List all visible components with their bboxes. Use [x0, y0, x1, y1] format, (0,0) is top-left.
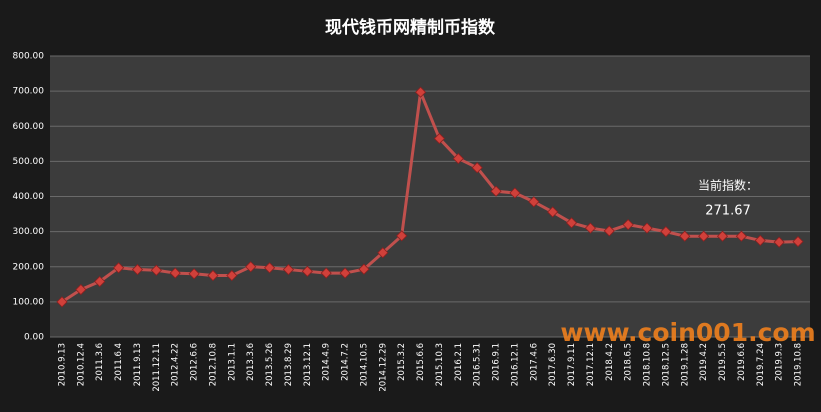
marker [282, 263, 295, 276]
x-tick-label: 2016.12.1 [510, 343, 520, 386]
x-tick-label: 2015.6.6 [416, 343, 426, 381]
marker [377, 247, 389, 259]
marker [131, 263, 144, 276]
x-tick-label: 2016.9.1 [492, 343, 502, 381]
x-tick-label: 2017.9.11 [567, 343, 577, 386]
x-tick-label: 2016.5.31 [473, 343, 483, 386]
annotation: 271.67 [705, 204, 751, 219]
marker [547, 206, 559, 218]
x-tick-label: 2017.4.6 [529, 343, 539, 381]
y-tick-label: 200.00 [13, 262, 45, 272]
marker [509, 187, 521, 199]
y-tick-label: 300.00 [13, 227, 45, 237]
x-tick-label: 2011.3.6 [95, 343, 105, 381]
x-tick-label: 2014.10.5 [359, 343, 369, 386]
marker [792, 236, 804, 248]
marker [735, 230, 747, 242]
x-tick-label: 2015.10.3 [435, 343, 445, 386]
marker [698, 230, 710, 242]
x-tick-label: 2013.1.1 [227, 343, 237, 381]
marker [94, 275, 106, 288]
marker [245, 261, 257, 273]
marker [75, 284, 87, 296]
x-tick-label: 2013.12.1 [303, 343, 313, 386]
watermark: www.coin001.com [560, 318, 815, 347]
marker [433, 132, 446, 145]
x-tick-label: 2019.7.24 [756, 343, 766, 386]
y-tick-label: 800.00 [13, 52, 45, 62]
y-tick-label: 100.00 [13, 297, 45, 307]
marker [754, 234, 766, 246]
x-tick-label: 2019.9.3 [775, 343, 785, 381]
marker [169, 267, 181, 279]
chart-title: 现代钱币网精制币指数 [325, 17, 496, 38]
x-tick-label: 2011.9.13 [133, 343, 143, 386]
x-tick-label: 2019.10.8 [794, 343, 804, 386]
x-tick-label: 2017.6.30 [548, 343, 558, 386]
x-tick-label: 2013.5.26 [265, 343, 275, 386]
marker [264, 262, 276, 274]
x-tick-label: 2015.3.2 [397, 343, 407, 381]
marker [584, 222, 596, 234]
x-tick-label: 2011.12.11 [152, 343, 162, 392]
x-tick-label: 2010.12.4 [76, 343, 86, 386]
marker [207, 269, 219, 282]
marker [773, 236, 785, 248]
marker [56, 296, 68, 308]
marker [565, 217, 578, 229]
x-tick-label: 2012.6.6 [190, 343, 200, 381]
x-tick-label: 2012.4.22 [171, 343, 181, 386]
x-tick-label: 2017.12.1 [586, 343, 596, 386]
y-tick-label: 0.00 [24, 333, 44, 343]
marker [188, 268, 200, 280]
x-tick-label: 2019.4.2 [699, 343, 709, 381]
marker [528, 196, 540, 208]
marker [641, 222, 653, 234]
x-tick-label: 2018.6.5 [624, 343, 634, 381]
line [61, 90, 799, 304]
y-tick-label: 600.00 [13, 122, 45, 132]
x-tick-label: 2014.7.2 [341, 343, 351, 381]
marker [452, 152, 464, 165]
marker [226, 269, 238, 282]
y-tick-label: 400.00 [13, 192, 45, 202]
marker [414, 86, 427, 98]
x-tick-label: 2016.2.1 [454, 343, 464, 381]
marker [490, 185, 502, 197]
y-tick-label: 500.00 [13, 157, 45, 167]
marker [320, 267, 332, 279]
x-tick-label: 2018.12.5 [661, 343, 671, 386]
marker [622, 219, 634, 231]
marker [471, 162, 483, 174]
x-tick-label: 2012.10.8 [208, 343, 218, 386]
x-tick-label: 2019.6.6 [737, 343, 747, 381]
marker [603, 225, 615, 237]
marker [113, 262, 125, 274]
y-tick-label: 700.00 [13, 87, 45, 97]
x-tick-label: 2014.12.29 [378, 343, 388, 392]
marker [679, 230, 691, 242]
marker [301, 265, 313, 277]
x-tick-label: 2019.1.28 [680, 343, 690, 386]
marker [396, 230, 408, 242]
x-tick-label: 2011.6.4 [114, 343, 124, 381]
x-tick-label: 2010.9.13 [58, 343, 68, 386]
marker [716, 230, 729, 242]
x-tick-label: 2014.4.9 [322, 343, 332, 381]
annotation: 当前指数： [698, 178, 758, 193]
x-tick-label: 2018.4.2 [605, 343, 615, 381]
marker [358, 263, 370, 275]
marker [660, 226, 672, 238]
marker [150, 264, 162, 276]
x-tick-label: 2019.5.5 [718, 343, 728, 381]
marker [339, 267, 351, 279]
x-tick-label: 2018.10.8 [643, 343, 653, 386]
x-tick-label: 2013.8.29 [284, 343, 294, 386]
x-tick-label: 2013.3.6 [246, 343, 256, 381]
